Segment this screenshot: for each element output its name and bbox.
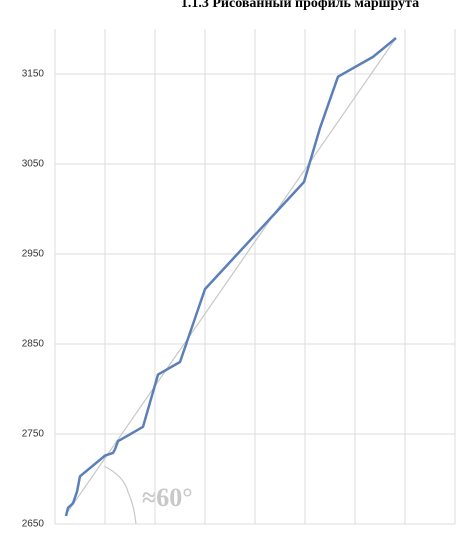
annotation: ≈60° bbox=[142, 483, 193, 512]
y-tick-label: 3150 bbox=[22, 69, 45, 80]
y-tick-label: 3050 bbox=[22, 159, 45, 170]
y-tick-label: 2750 bbox=[22, 429, 45, 440]
angle-arc bbox=[103, 465, 137, 525]
y-tick-label: 2650 bbox=[22, 519, 45, 530]
y-tick-label: 2850 bbox=[22, 339, 45, 350]
line bbox=[64, 37, 397, 517]
chart-title: 1.1.3 Рисованный профиль маршрута bbox=[181, 0, 419, 11]
y-tick-label: 2950 bbox=[22, 249, 45, 260]
line bbox=[64, 37, 397, 517]
